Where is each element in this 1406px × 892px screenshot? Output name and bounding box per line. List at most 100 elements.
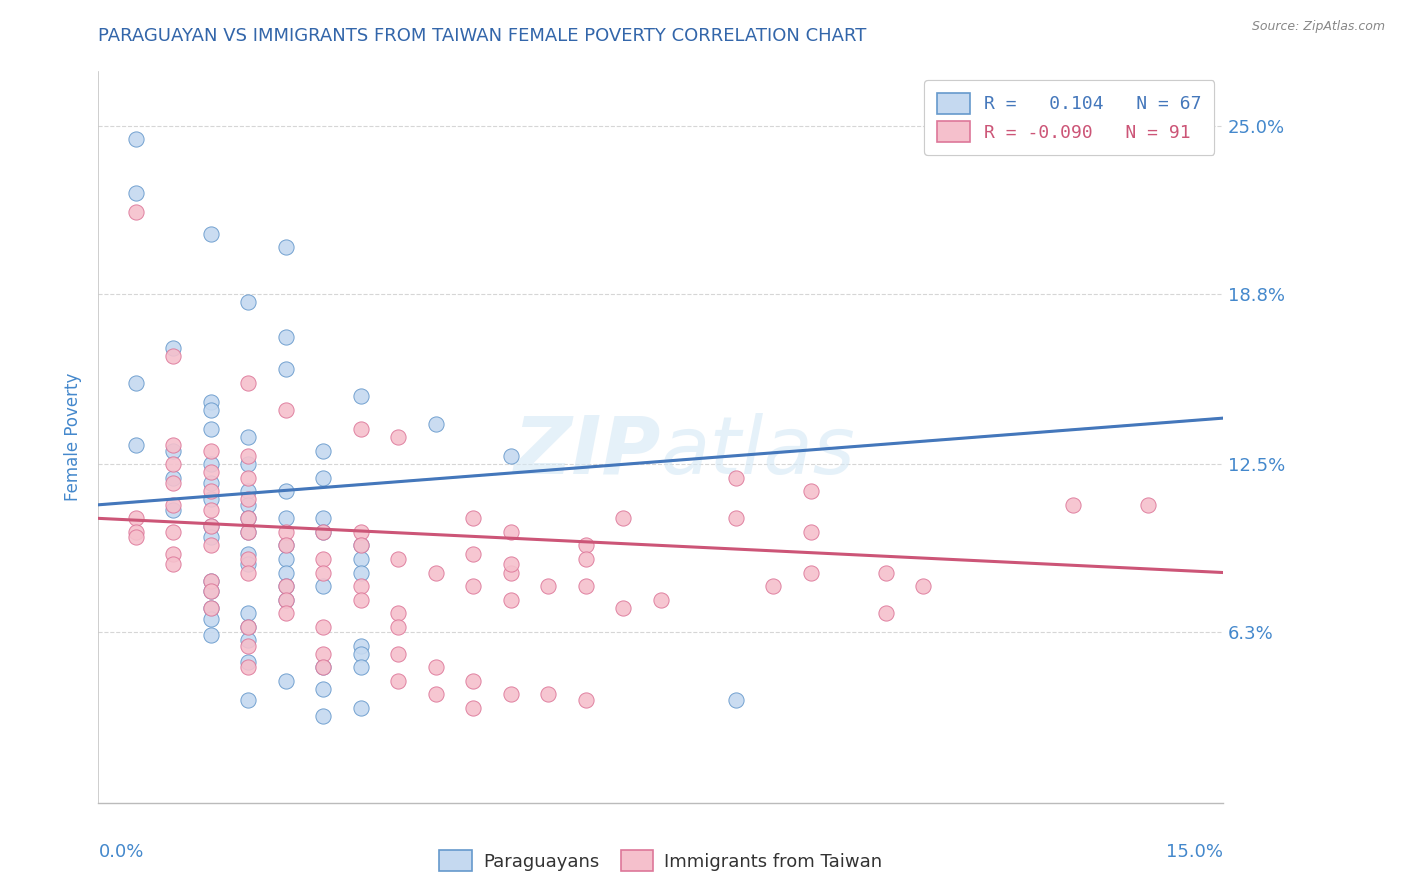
Legend: R =   0.104   N = 67, R = -0.090   N = 91: R = 0.104 N = 67, R = -0.090 N = 91 <box>925 80 1215 154</box>
Point <box>238 511 260 525</box>
Point <box>425 566 447 580</box>
Point <box>350 566 373 580</box>
Point <box>350 592 373 607</box>
Point <box>274 538 297 552</box>
Point <box>425 688 447 702</box>
Point <box>238 633 260 648</box>
Point <box>274 484 297 499</box>
Point <box>238 524 260 539</box>
Point <box>650 592 672 607</box>
Point <box>312 566 335 580</box>
Point <box>238 660 260 674</box>
Point <box>200 611 222 625</box>
Point <box>350 538 373 552</box>
Point <box>499 592 522 607</box>
Point <box>200 443 222 458</box>
Point <box>238 693 260 707</box>
Point <box>274 240 297 254</box>
Point <box>575 579 598 593</box>
Point <box>387 673 409 688</box>
Point <box>238 471 260 485</box>
Point <box>238 620 260 634</box>
Point <box>125 376 148 390</box>
Point <box>274 579 297 593</box>
Point <box>200 503 222 517</box>
Point <box>162 503 184 517</box>
Point <box>274 330 297 344</box>
Point <box>575 538 598 552</box>
Point <box>274 606 297 620</box>
Point <box>200 628 222 642</box>
Point <box>499 558 522 572</box>
Point <box>387 430 409 444</box>
Point <box>238 492 260 507</box>
Point <box>238 566 260 580</box>
Point <box>200 476 222 491</box>
Point <box>312 524 335 539</box>
Point <box>499 566 522 580</box>
Point <box>312 681 335 696</box>
Point <box>200 584 222 599</box>
Point <box>125 511 148 525</box>
Point <box>200 584 222 599</box>
Point <box>238 457 260 471</box>
Point <box>162 498 184 512</box>
Point <box>499 449 522 463</box>
Point <box>162 349 184 363</box>
Point <box>575 693 598 707</box>
Point <box>200 519 222 533</box>
Point <box>200 519 222 533</box>
Point <box>387 606 409 620</box>
Point <box>762 579 785 593</box>
Point <box>312 647 335 661</box>
Point <box>463 547 485 561</box>
Point <box>274 592 297 607</box>
Point <box>312 471 335 485</box>
Point <box>125 530 148 544</box>
Point <box>612 600 634 615</box>
Point <box>162 471 184 485</box>
Point <box>350 701 373 715</box>
Point <box>350 579 373 593</box>
Point <box>463 673 485 688</box>
Point <box>162 438 184 452</box>
Point <box>162 457 184 471</box>
Point <box>238 639 260 653</box>
Point <box>1062 498 1084 512</box>
Point <box>350 639 373 653</box>
Text: 15.0%: 15.0% <box>1166 843 1223 861</box>
Point <box>238 511 260 525</box>
Point <box>724 471 747 485</box>
Point <box>274 538 297 552</box>
Point <box>200 403 222 417</box>
Point <box>612 511 634 525</box>
Point <box>274 362 297 376</box>
Point <box>425 417 447 431</box>
Point <box>350 647 373 661</box>
Point <box>312 552 335 566</box>
Text: 0.0%: 0.0% <box>98 843 143 861</box>
Text: atlas: atlas <box>661 413 856 491</box>
Point <box>200 574 222 588</box>
Point <box>312 709 335 723</box>
Point <box>350 389 373 403</box>
Point <box>274 566 297 580</box>
Point <box>274 524 297 539</box>
Point <box>463 579 485 593</box>
Point <box>274 403 297 417</box>
Point <box>274 592 297 607</box>
Point <box>162 476 184 491</box>
Point <box>125 524 148 539</box>
Point <box>575 552 598 566</box>
Point <box>200 422 222 436</box>
Point <box>387 620 409 634</box>
Point <box>200 457 222 471</box>
Y-axis label: Female Poverty: Female Poverty <box>63 373 82 501</box>
Point <box>425 660 447 674</box>
Point <box>537 579 560 593</box>
Text: Source: ZipAtlas.com: Source: ZipAtlas.com <box>1251 20 1385 33</box>
Point <box>499 524 522 539</box>
Legend: Paraguayans, Immigrants from Taiwan: Paraguayans, Immigrants from Taiwan <box>432 843 890 879</box>
Text: ZIP: ZIP <box>513 413 661 491</box>
Point <box>274 552 297 566</box>
